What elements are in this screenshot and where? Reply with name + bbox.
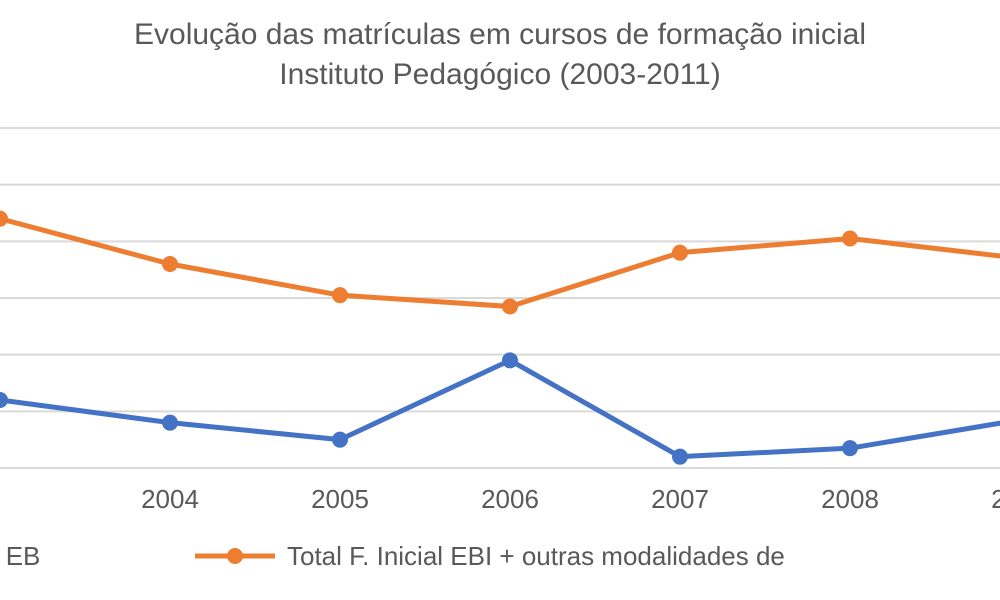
series-lines — [0, 210, 1000, 465]
data-point — [332, 287, 348, 304]
data-point — [332, 431, 348, 448]
chart-title-line-1: Evolução das matrículas em cursos de for… — [134, 18, 866, 51]
data-point — [842, 440, 858, 457]
legend-swatch-marker — [227, 548, 243, 564]
x-tick-label: 2007 — [651, 484, 709, 514]
gridlines — [0, 127, 1000, 469]
x-tick-label: 2008 — [821, 484, 879, 514]
data-point — [672, 448, 688, 465]
legend-item-1: Inicial EB — [0, 541, 40, 571]
data-point — [672, 244, 688, 261]
x-axis-tick-labels: 2004200520062007200820092 — [141, 484, 1000, 514]
chart-title-line-2: Instituto Pedagógico (2003-2011) — [279, 58, 721, 91]
series-2 — [0, 210, 1000, 315]
data-point — [0, 210, 8, 227]
series-line — [0, 357, 1000, 460]
x-tick-label: 2009 — [991, 484, 1000, 514]
legend-item-2: Total F. Inicial EBI + outras modalidade… — [195, 541, 785, 571]
data-point — [842, 230, 858, 247]
legend: Inicial EB Total F. Inicial EBI + outras … — [0, 541, 785, 571]
legend-label: Inicial EB — [0, 541, 40, 571]
x-tick-label: 2006 — [481, 484, 539, 514]
data-point — [162, 414, 178, 431]
data-point — [162, 256, 178, 272]
x-tick-label: 2004 — [141, 484, 199, 514]
series-1 — [0, 352, 1000, 465]
x-tick-label: 2005 — [311, 484, 369, 514]
data-point — [0, 392, 8, 408]
data-point — [502, 298, 518, 315]
legend-label: Total F. Inicial EBI + outras modalidade… — [287, 541, 785, 571]
data-point — [502, 352, 518, 369]
series-line — [0, 216, 1000, 309]
